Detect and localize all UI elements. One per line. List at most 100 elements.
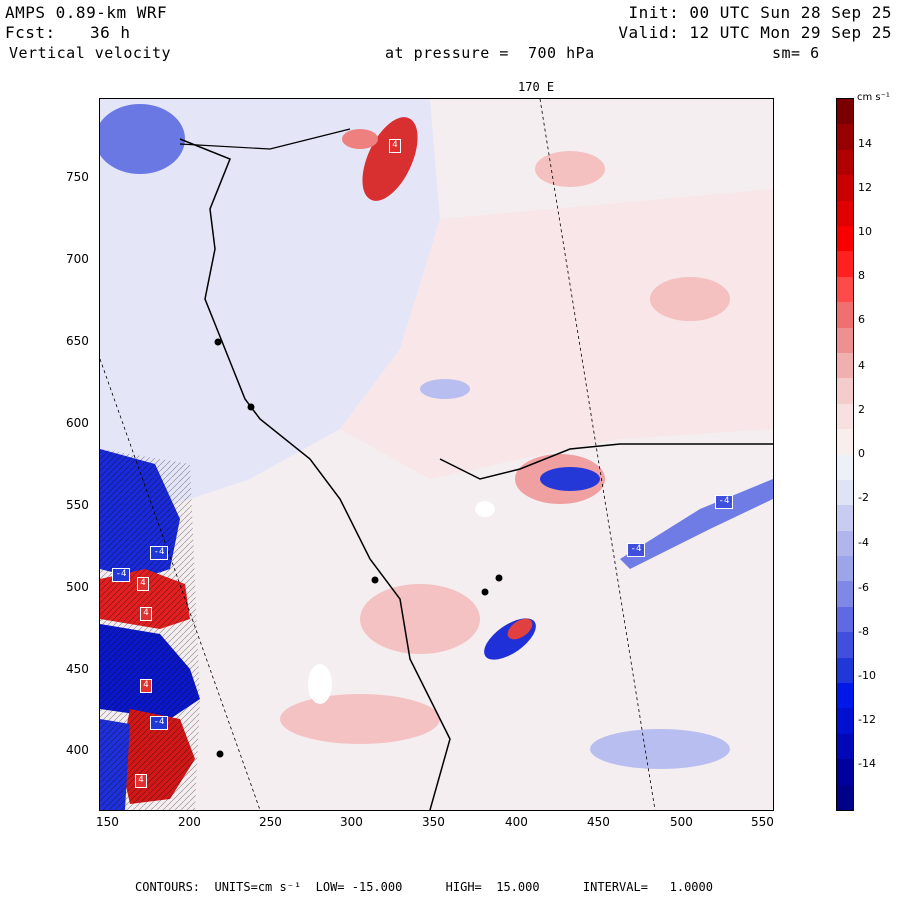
downward-patch-southeast	[484, 618, 536, 660]
x-tick-label: 300	[340, 815, 363, 829]
colorbar-segment	[837, 530, 853, 557]
y-tick-label: 700	[66, 252, 89, 266]
upward-patch-south-2	[280, 694, 440, 744]
y-tick-label: 400	[66, 743, 89, 757]
colorbar-segment	[837, 378, 853, 405]
downward-patch-center	[420, 379, 470, 399]
upward-patch-south	[360, 584, 480, 654]
colorbar-unit: cm s⁻¹	[857, 92, 890, 103]
colorbar-label: 0	[858, 447, 865, 460]
y-tick-label: 550	[66, 498, 89, 512]
colorbar-segment	[837, 606, 853, 633]
colorbar-segment	[837, 429, 853, 455]
hatched-steep-terrain-west	[100, 449, 200, 810]
colorbar-segment	[837, 657, 853, 684]
colorbar-segment	[837, 149, 853, 176]
contour-label: -4	[112, 568, 130, 582]
upward-patch-east	[650, 277, 730, 321]
colorbar-segment	[837, 302, 853, 329]
coastline	[179, 138, 451, 810]
meridian-line-west	[100, 358, 261, 810]
smoothing-label: sm= 6	[772, 44, 820, 62]
station-dot	[247, 403, 255, 411]
colorbar-label: 14	[858, 137, 872, 150]
colorbar-segment	[837, 175, 853, 202]
contour-label: -4	[627, 543, 645, 557]
meridian-label: 170 E	[518, 80, 555, 94]
colorbar-label: -14	[858, 757, 876, 770]
forecast-hour: 36 h	[90, 23, 131, 42]
colorbar-label: 12	[858, 181, 872, 194]
colorbar-segment	[837, 683, 853, 709]
colorbar-segment	[837, 632, 853, 659]
colorbar-label: -2	[858, 491, 869, 504]
colorbar-segment	[837, 200, 853, 227]
missing-data-patch	[475, 501, 495, 517]
vertical-velocity-field	[100, 99, 773, 810]
colorbar-label: -6	[858, 581, 869, 594]
model-title: AMPS 0.89-km WRF	[5, 3, 168, 22]
station-dot	[495, 574, 503, 582]
upward-patch-east-2	[535, 151, 605, 187]
y-tick-label: 600	[66, 416, 89, 430]
station-dot	[371, 576, 379, 584]
colorbar-label: -12	[858, 713, 876, 726]
downward-band-east	[620, 479, 773, 569]
colorbar-segment	[837, 403, 853, 430]
forecast-label: Fcst:	[5, 23, 56, 42]
station-dot	[481, 588, 489, 596]
init-time: Init: 00 UTC Sun 28 Sep 25	[628, 3, 892, 22]
colorbar-segment	[837, 581, 853, 608]
x-tick-label: 150	[96, 815, 119, 829]
x-tick-label: 200	[178, 815, 201, 829]
field-name: Vertical velocity	[9, 44, 172, 62]
map-plot-area: 4 -4 4 4 -4 -4 4 -4 -4 4	[99, 98, 774, 811]
colorbar-segment	[837, 225, 853, 252]
colorbar-segment	[837, 454, 853, 481]
y-tick-label: 450	[66, 662, 89, 676]
downward-patch-southeast-2	[590, 729, 730, 769]
x-tick-label: 450	[587, 815, 610, 829]
y-tick-label: 500	[66, 580, 89, 594]
contour-label: -4	[715, 495, 733, 509]
contour-label: 4	[389, 139, 401, 153]
contour-label: 4	[137, 577, 149, 591]
colorbar-segment	[837, 708, 853, 735]
coastline-north	[179, 128, 351, 150]
colorbar-segment	[837, 251, 853, 278]
coastline-east	[439, 443, 773, 480]
meridian-line	[539, 99, 656, 810]
colorbar-label: -8	[858, 625, 869, 638]
colorbar-segment	[837, 733, 853, 760]
pressure-level: at pressure = 700 hPa	[385, 44, 595, 62]
contour-label: 4	[140, 679, 152, 693]
contour-label: -4	[150, 546, 168, 560]
weak-downward-region	[100, 99, 440, 519]
x-tick-label: 250	[259, 815, 282, 829]
valid-time: Valid: 12 UTC Mon 29 Sep 25	[618, 23, 892, 42]
colorbar-label: 8	[858, 269, 865, 282]
colorbar-label: 10	[858, 225, 872, 238]
colorbar-label: -4	[858, 536, 869, 549]
colorbar	[836, 98, 854, 811]
upward-patch-north-2	[342, 129, 378, 149]
weak-upward-region	[340, 189, 773, 479]
upward-patch-southeast	[507, 618, 533, 640]
colorbar-segment	[837, 99, 853, 125]
y-tick-label: 750	[66, 170, 89, 184]
colorbar-segment	[837, 124, 853, 151]
contour-label: -4	[150, 716, 168, 730]
downward-patch-east	[540, 467, 600, 491]
contour-label: 4	[135, 774, 147, 788]
downward-patch-north	[100, 104, 185, 174]
missing-data-patch	[308, 664, 332, 704]
colorbar-segment	[837, 479, 853, 506]
station-dot	[216, 750, 224, 758]
colorbar-label: 2	[858, 403, 865, 416]
colorbar-segment	[837, 352, 853, 379]
station-dot	[214, 338, 222, 346]
x-tick-label: 550	[751, 815, 774, 829]
colorbar-segment	[837, 759, 853, 786]
colorbar-segment	[837, 505, 853, 532]
x-tick-label: 400	[505, 815, 528, 829]
